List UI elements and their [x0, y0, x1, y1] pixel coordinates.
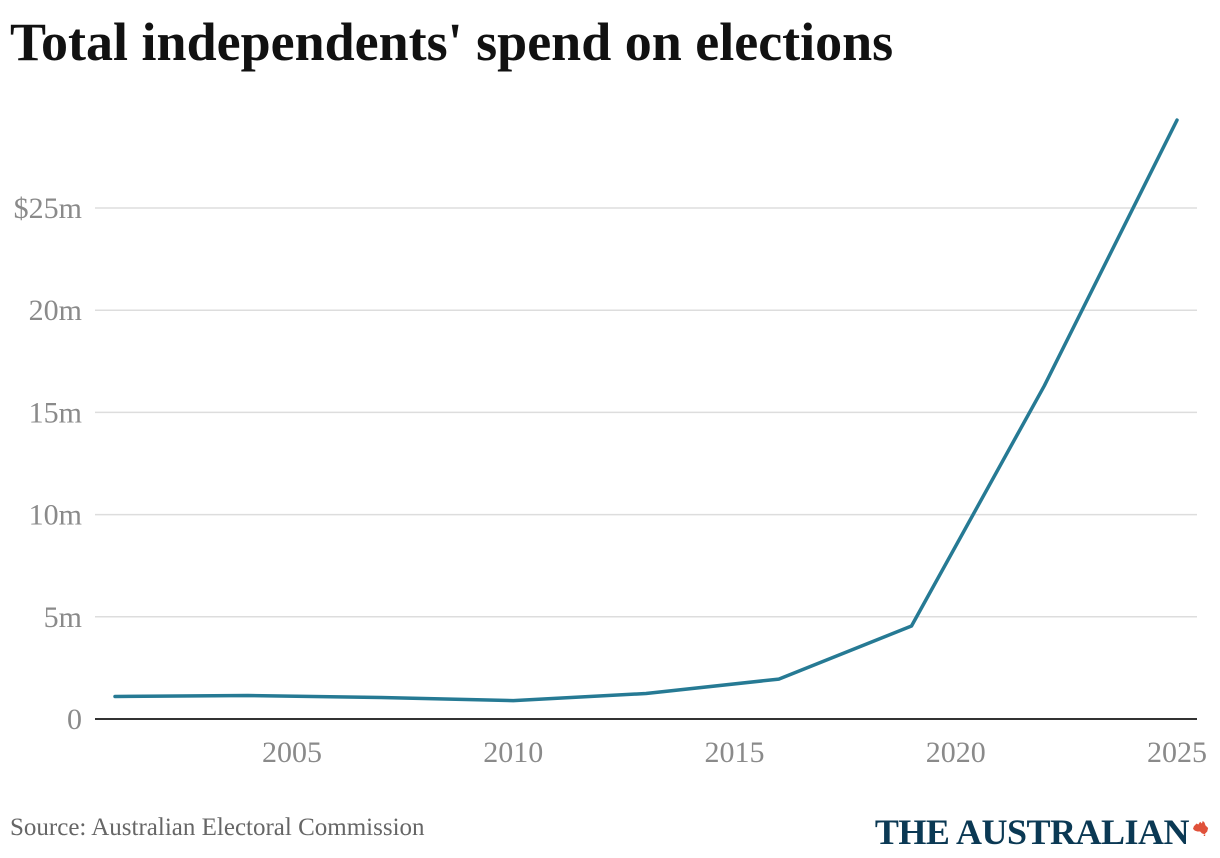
y-tick-label: 10m	[29, 499, 82, 532]
y-tick-label: 0	[67, 703, 82, 736]
brand-logo[interactable]: THE AUSTRALIAN	[875, 810, 1210, 854]
x-tick-label: 2015	[705, 736, 765, 769]
series-layer	[113, 118, 1179, 703]
brand-name: THE AUSTRALIAN	[874, 812, 1190, 852]
y-tick-label: 15m	[29, 396, 82, 429]
y-tick-label: 20m	[29, 294, 82, 327]
x-tick-label: 2005	[262, 736, 322, 769]
x-tick-label: 2020	[926, 736, 986, 769]
x-tick-label: 2010	[483, 736, 543, 769]
series-line	[113, 118, 1179, 703]
source-note: Source: Australian Electoral Commission	[10, 814, 425, 841]
x-axis-tick-labels: 2005 2010 2015 2020 2025	[262, 736, 1207, 769]
australia-map-icon	[1193, 820, 1209, 836]
y-tick-label: 5m	[44, 601, 82, 634]
y-axis-tick-labels: 0 5m 10m 15m 20m $25m	[14, 192, 82, 736]
y-tick-label: $25m	[14, 192, 82, 225]
x-tick-label: 2025	[1147, 736, 1207, 769]
chart-title: Total independents' spend on elections	[10, 12, 894, 72]
gridlines	[95, 207, 1197, 618]
